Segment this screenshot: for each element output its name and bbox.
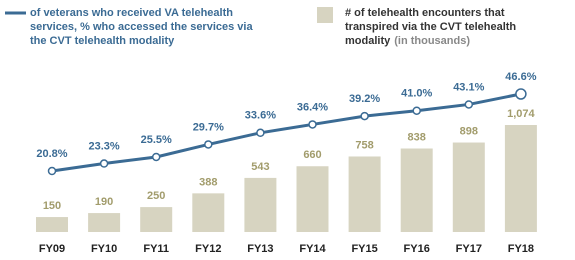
line-point xyxy=(204,140,213,149)
legend-label: of veterans who received VA telehealth se… xyxy=(30,7,253,47)
line-point xyxy=(464,100,474,109)
line-point xyxy=(99,159,109,168)
line-value-label: 29.7% xyxy=(193,121,224,133)
legend-swatch xyxy=(317,7,333,23)
bar xyxy=(504,125,537,232)
bar xyxy=(192,193,225,232)
x-tick-label: FY17 xyxy=(456,243,482,255)
bar xyxy=(348,156,381,232)
bar-value-label: 838 xyxy=(408,131,426,143)
x-tick-label: FY18 xyxy=(508,243,534,255)
bar-value-label: 388 xyxy=(199,176,217,188)
bar xyxy=(296,166,329,232)
bar xyxy=(88,213,121,232)
line-value-label: 25.5% xyxy=(141,134,172,146)
bar-value-label: 660 xyxy=(303,149,321,161)
bar-value-label: 758 xyxy=(355,139,373,151)
line-point xyxy=(515,88,527,100)
legend-unit-note: (in thousands) xyxy=(394,35,470,47)
x-tick-label: FY15 xyxy=(351,243,377,255)
legend-label: # of telehealth encounters that transpire… xyxy=(345,7,516,47)
line-value-label: 39.2% xyxy=(349,93,380,105)
bar-value-label: 190 xyxy=(95,196,113,208)
legend: # of telehealth encounters that transpire… xyxy=(5,7,516,47)
line-point xyxy=(360,111,369,121)
bar-value-label: 898 xyxy=(460,125,478,137)
line-point xyxy=(47,166,57,176)
bar-value-label: 1,074 xyxy=(507,108,535,120)
line-value-label: 43.1% xyxy=(453,81,484,93)
x-tick-label: FY12 xyxy=(195,243,221,255)
x-tick-label: FY11 xyxy=(143,243,169,255)
line xyxy=(51,92,522,173)
x-tick-label: FY16 xyxy=(404,243,430,255)
bar xyxy=(36,217,68,232)
line-value-label: 23.3% xyxy=(88,140,119,152)
line-value-label: 46.6% xyxy=(505,71,536,83)
line-point xyxy=(151,152,161,162)
line-value-label: 33.6% xyxy=(245,110,276,122)
x-tick-label: FY13 xyxy=(247,243,273,255)
x-tick-label: FY14 xyxy=(299,243,326,255)
line-point xyxy=(256,128,265,138)
bar-value-label: 150 xyxy=(43,200,61,212)
line-point xyxy=(412,106,421,115)
bar xyxy=(140,207,173,232)
line-point xyxy=(308,120,317,129)
bar xyxy=(400,148,433,232)
line-value-label: 36.4% xyxy=(297,101,328,113)
bar-value-label: 250 xyxy=(147,190,165,202)
bar-value-label: 543 xyxy=(251,161,269,173)
x-tick-label: FY09 xyxy=(39,243,65,255)
line-value-label: 41.0% xyxy=(401,88,432,100)
line-value-label: 20.8% xyxy=(36,148,67,160)
bar xyxy=(244,177,277,232)
bar xyxy=(452,142,485,232)
x-tick-label: FY10 xyxy=(91,243,117,255)
